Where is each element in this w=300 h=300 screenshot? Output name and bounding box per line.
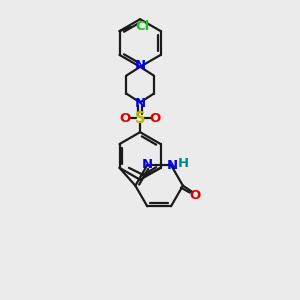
Text: N: N	[134, 97, 146, 110]
Text: S: S	[135, 111, 145, 126]
Text: O: O	[149, 112, 161, 125]
Text: O: O	[120, 112, 131, 125]
Text: N: N	[167, 159, 178, 172]
Text: Cl: Cl	[135, 20, 150, 33]
Text: O: O	[189, 189, 200, 202]
Text: N: N	[134, 59, 146, 72]
Text: N: N	[142, 158, 153, 171]
Text: H: H	[177, 157, 188, 169]
